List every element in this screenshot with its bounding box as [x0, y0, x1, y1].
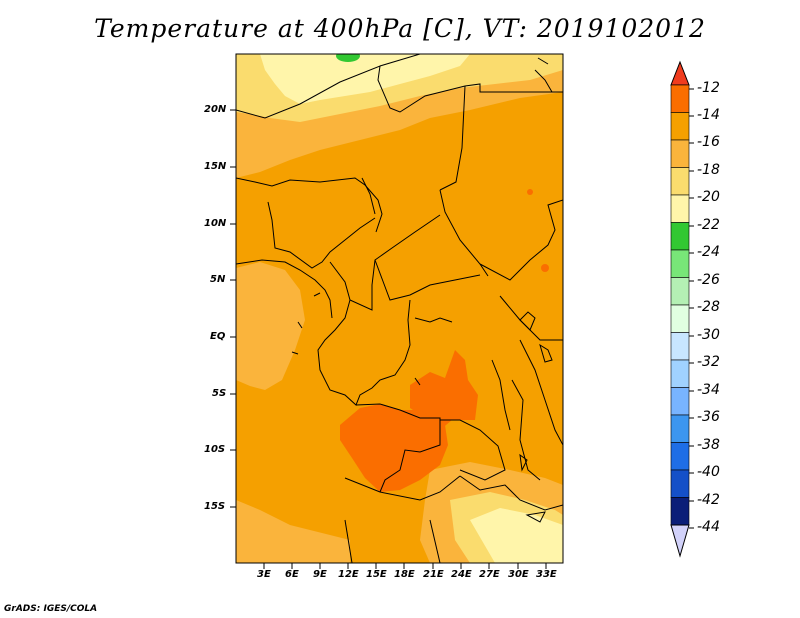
colorbar-label: -24 [697, 244, 720, 260]
lat-label: 15S [204, 501, 226, 512]
lon-label: 27E [479, 569, 500, 580]
colorbar [670, 60, 694, 558]
lat-label: 15N [204, 161, 227, 172]
lat-label: 10S [204, 444, 226, 455]
lon-label: 15E [366, 569, 387, 580]
colorbar-swatch [670, 414, 690, 443]
colorbar-label: -12 [697, 80, 720, 96]
colorbar-swatch [670, 497, 690, 526]
lat-label: 5N [210, 274, 226, 285]
lat-label: EQ [210, 331, 226, 342]
lon-label: 3E [257, 569, 271, 580]
colorbar-swatch [670, 469, 690, 498]
colorbar-swatch [670, 277, 690, 306]
colorbar-swatch [670, 332, 690, 361]
colorbar-label: -30 [697, 327, 720, 343]
axis-ticks [230, 109, 547, 569]
lon-label: 24E [451, 569, 472, 580]
lon-label: 18E [394, 569, 415, 580]
lat-label: 10N [204, 218, 227, 229]
colorbar-swatch [670, 359, 690, 388]
chart-title: Temperature at 400hPa [C], VT: 201910201… [94, 14, 706, 43]
colorbar-label: -36 [697, 409, 720, 425]
colorbar-swatch [670, 194, 690, 223]
lon-label: 6E [285, 569, 299, 580]
temperature-field [236, 54, 563, 563]
lon-label: 9E [313, 569, 327, 580]
colorbar-label: -14 [697, 107, 720, 123]
colorbar-swatch [670, 387, 690, 416]
lon-label: 21E [423, 569, 444, 580]
colorbar-swatch [670, 84, 690, 113]
lon-label: 33E [536, 569, 557, 580]
colorbar-swatch [670, 222, 690, 251]
lat-label: 5S [212, 388, 227, 399]
colorbar-label: -42 [697, 492, 720, 508]
grads-credit: GrADS: IGES/COLA [4, 604, 98, 614]
colorbar-label: -20 [697, 189, 720, 205]
colorbar-swatch [670, 167, 690, 196]
country-borders [236, 54, 563, 563]
colorbar-label: -28 [697, 299, 720, 315]
colorbar-label: -18 [697, 162, 720, 178]
colorbar-label: -38 [697, 437, 720, 453]
colorbar-label: -44 [697, 519, 720, 535]
lat-label: 20N [204, 104, 227, 115]
map-frame [235, 53, 564, 564]
colorbar-label: -34 [697, 382, 720, 398]
lon-label: 12E [338, 569, 359, 580]
colorbar-swatch [670, 442, 690, 471]
colorbar-swatch [670, 304, 690, 333]
colorbar-label: -32 [697, 354, 720, 370]
colorbar-label: -16 [697, 134, 720, 150]
colorbar-swatch [670, 139, 690, 168]
colorbar-top-arrow [670, 60, 690, 86]
colorbar-swatch [670, 249, 690, 278]
colorbar-swatch [670, 112, 690, 141]
colorbar-bottom-arrow [670, 524, 690, 558]
colorbar-label: -26 [697, 272, 720, 288]
colorbar-label: -40 [697, 464, 720, 480]
lon-label: 30E [508, 569, 529, 580]
colorbar-label: -22 [697, 217, 720, 233]
